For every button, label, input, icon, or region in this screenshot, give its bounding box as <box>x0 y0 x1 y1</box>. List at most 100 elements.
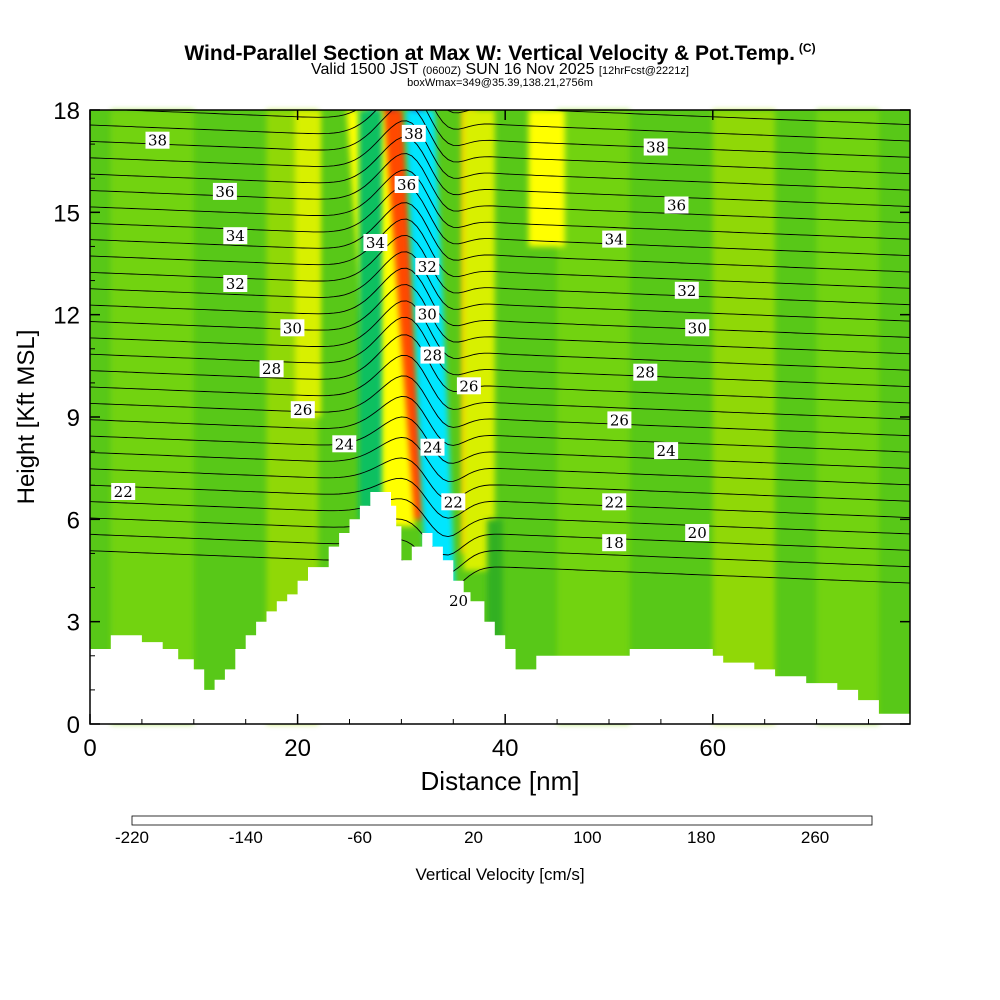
contour-label-text-27: 22 <box>605 493 624 511</box>
theta-contour-6 <box>90 436 910 486</box>
contour-label-7: 24 <box>332 435 357 453</box>
contour-label-bg-16 <box>420 438 445 456</box>
contour-label-14: 28 <box>420 346 445 365</box>
contour-label-text-19: 38 <box>646 139 665 157</box>
valid-prefix: Valid 1500 JST <box>311 61 419 78</box>
theta-contour-23 <box>90 136 910 207</box>
contour-label-15: 26 <box>456 377 481 395</box>
theta-contour-0 <box>90 550 910 593</box>
theta-contour-9 <box>90 375 910 437</box>
contour-label-text-11: 34 <box>366 234 385 252</box>
copyright-mark: (C) <box>798 41 816 55</box>
x-tick-label-3: 60 <box>699 735 726 762</box>
y-tick-label-6: 18 <box>53 98 80 125</box>
contour-label-text-10: 36 <box>397 176 416 194</box>
x-tick-label-2: 40 <box>492 735 519 762</box>
contour-label-11: 34 <box>363 234 388 252</box>
contour-label-text-2: 34 <box>226 227 245 245</box>
contour-label-9: 38 <box>401 124 426 143</box>
contour-label-25: 26 <box>607 411 632 429</box>
colorbar-tick-label-4: 100 <box>573 828 601 847</box>
contour-label-bg-3 <box>223 275 248 292</box>
contour-label-text-18: 20 <box>449 592 468 610</box>
contour-label-27: 22 <box>602 493 627 511</box>
contour-label-1: 36 <box>212 182 237 201</box>
y-tick-label-5: 15 <box>53 200 80 227</box>
contour-label-bg-17 <box>441 493 466 511</box>
contour-label-bg-0 <box>145 131 170 149</box>
contour-label-bg-26 <box>654 442 679 460</box>
contour-label-bg-22 <box>674 281 699 299</box>
colorbar-frame <box>131 815 873 826</box>
contour-label-text-21: 34 <box>605 231 624 249</box>
contour-label-bg-5 <box>259 360 284 378</box>
contour-label-bg-14 <box>420 346 445 364</box>
colorbar-tick-label-6: 260 <box>801 828 829 847</box>
contour-label-23: 30 <box>685 319 710 337</box>
colorbar-tick-label-3: 20 <box>464 828 483 847</box>
contour-label-text-24: 28 <box>636 364 655 382</box>
theta-contour-24 <box>90 120 910 191</box>
theta-contour-28 <box>446 110 910 126</box>
theta-contour-21 <box>90 169 910 240</box>
contour-label-text-1: 36 <box>215 183 234 201</box>
valid-utc: (0600Z) <box>422 65 462 77</box>
contour-label-bg-21 <box>602 230 627 248</box>
contour-label-text-26: 24 <box>657 442 676 460</box>
contour-label-6: 26 <box>290 401 315 419</box>
chart-subtitle: Valid 1500 JST (0600Z) SUN 16 Nov 2025 [… <box>0 61 1000 80</box>
contour-label-bg-10 <box>394 176 419 193</box>
contour-label-text-17: 22 <box>444 493 463 511</box>
theta-contour-26 <box>90 110 910 158</box>
contour-label-20: 36 <box>664 196 689 215</box>
velocity-column-9 <box>528 110 565 247</box>
contour-label-bg-27 <box>602 493 627 511</box>
contour-label-bg-20 <box>664 196 689 214</box>
contour-label-8: 22 <box>111 483 136 501</box>
contour-label-bg-25 <box>607 411 632 429</box>
contour-label-bg-8 <box>111 483 136 500</box>
contour-label-24: 28 <box>633 363 658 382</box>
contour-label-bg-13 <box>415 305 440 323</box>
contour-label-bg-6 <box>290 401 315 419</box>
theta-contour-8 <box>90 395 910 453</box>
contour-label-text-13: 30 <box>418 306 437 324</box>
contour-label-text-3: 32 <box>226 275 245 293</box>
contour-label-4: 30 <box>280 319 305 337</box>
contour-label-text-23: 30 <box>688 319 707 337</box>
contour-label-text-16: 24 <box>423 439 442 457</box>
theta-contour-4 <box>90 477 910 519</box>
contour-label-text-9: 38 <box>404 125 423 143</box>
contour-label-29: 18 <box>602 534 627 552</box>
y-tick-label-2: 6 <box>67 507 80 534</box>
theta-contour-15 <box>90 267 910 338</box>
valid-date: SUN 16 Nov 2025 <box>465 61 595 78</box>
y-tick-label-4: 12 <box>53 303 80 330</box>
contour-label-19: 38 <box>643 138 668 157</box>
theta-contour-13 <box>90 300 910 371</box>
field-band-3 <box>712 110 776 724</box>
velocity-column-6 <box>358 110 382 520</box>
contour-label-text-7: 24 <box>335 435 354 453</box>
contour-label-text-29: 18 <box>605 534 624 552</box>
contour-label-18: 20 <box>446 592 471 610</box>
contour-label-3: 32 <box>223 275 248 293</box>
theta-contour-7 <box>90 416 910 469</box>
theta-contour-5 <box>90 457 910 502</box>
contour-label-text-14: 28 <box>423 347 442 365</box>
contour-label-text-28: 20 <box>688 524 707 542</box>
colorbar: -220 -140 -60 20 100 180 260 Vertical Velocity … <box>115 815 873 884</box>
theta-contour-25 <box>90 110 910 175</box>
contour-label-21: 34 <box>602 230 627 249</box>
theta-contour-16 <box>90 251 910 322</box>
contour-label-text-8: 22 <box>114 483 133 501</box>
forecast-info: [12hrFcst@2221z] <box>598 65 689 77</box>
colorbar-tick-label-0: -220 <box>115 828 149 847</box>
contour-label-text-15: 26 <box>459 377 478 395</box>
theta-contour-29 <box>90 100 910 108</box>
contour-label-text-20: 36 <box>667 197 686 215</box>
contour-label-text-6: 26 <box>293 401 312 419</box>
contour-label-bg-24 <box>633 363 658 381</box>
contour-label-text-5: 28 <box>262 360 281 378</box>
